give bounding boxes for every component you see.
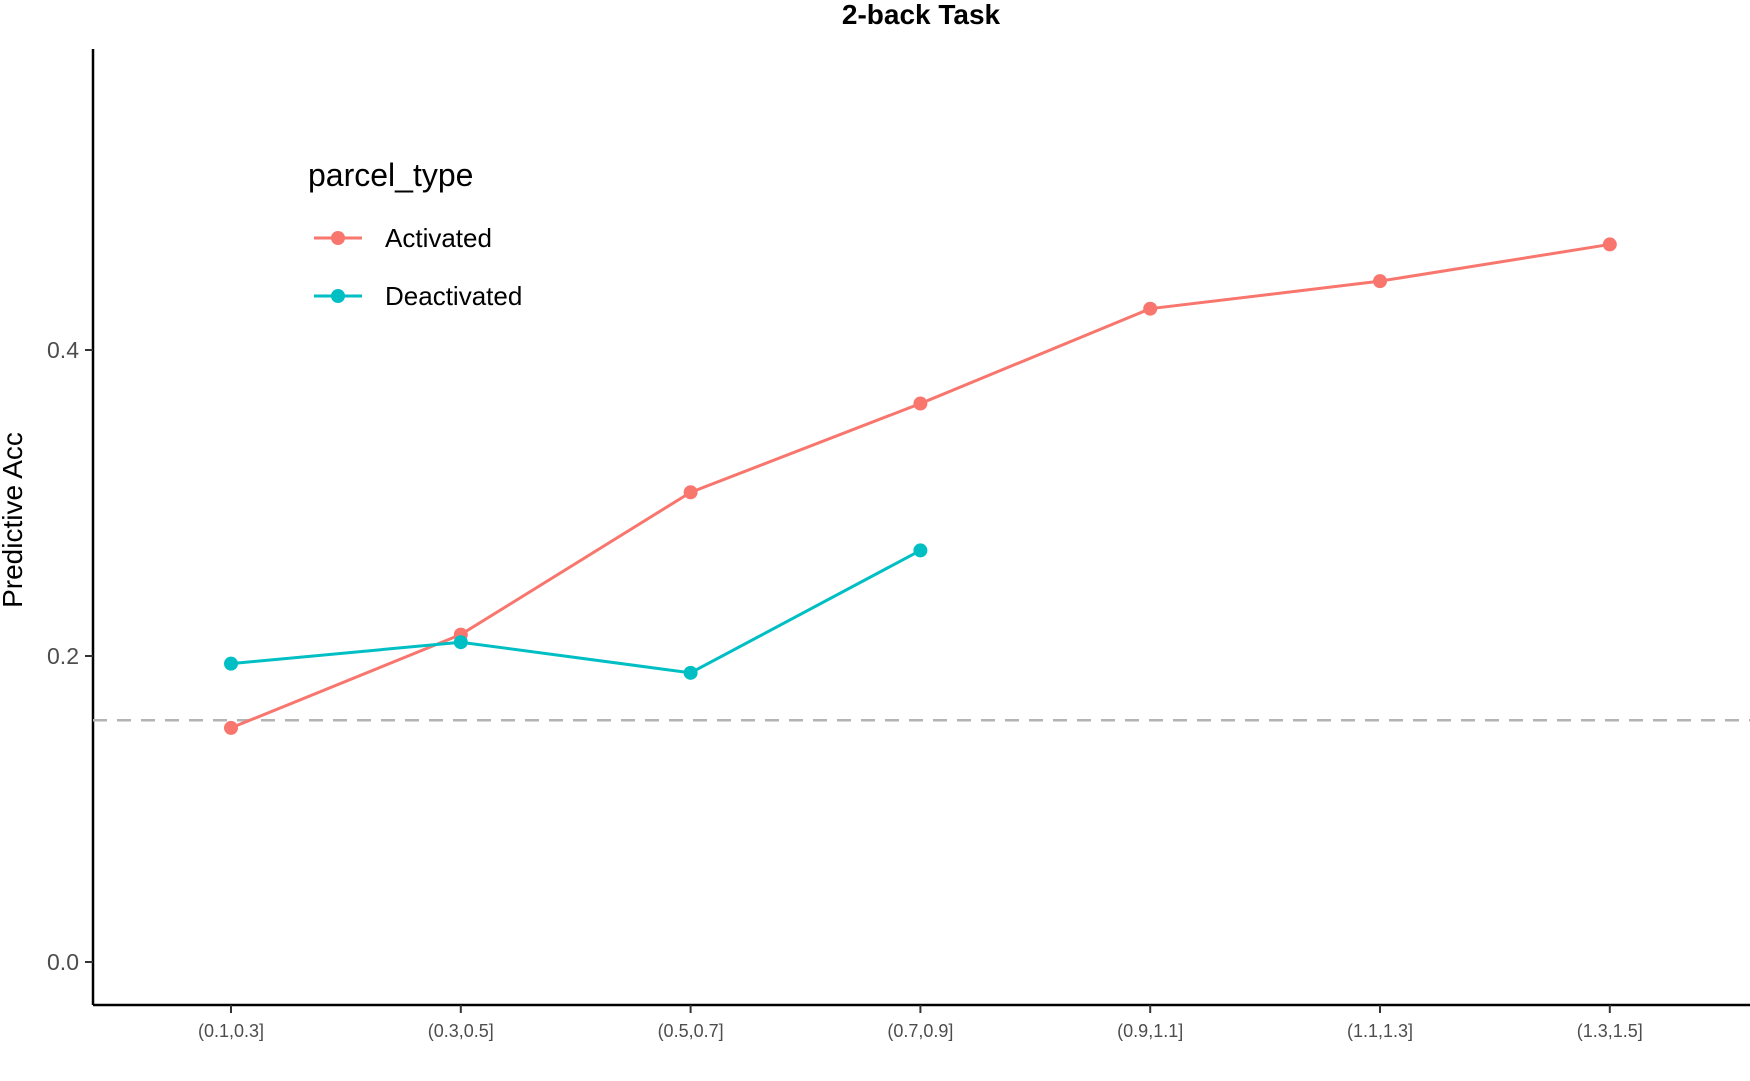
legend-title: parcel_type [308,157,473,193]
y-tick-label: 0.4 [47,337,79,363]
data-point-deactivated [683,665,698,680]
data-point-deactivated [913,543,928,558]
data-point-activated [1143,301,1158,316]
data-point-activated [913,396,928,411]
y-axis-label: Predictive Acc [0,432,28,608]
data-point-activated [683,485,698,500]
series-line-deactivated [230,549,922,675]
legend-label-activated: Activated [385,223,492,253]
series-group [224,237,1617,735]
x-tick-label: (0.3,0.5] [428,1021,494,1041]
legend: parcel_type Activated Deactivated [308,157,522,311]
legend-key-point [331,231,345,245]
legend-key-point [331,289,345,303]
data-point-deactivated [224,656,238,671]
y-tick-label: 0.0 [47,949,79,975]
legend-key-activated [314,231,362,245]
y-tick-label: 0.2 [47,643,79,669]
data-point-activated [1602,237,1617,252]
data-point-deactivated [453,635,468,650]
x-tick-label: (1.3,1.5] [1577,1021,1643,1041]
x-tick-label: (0.9,1.1] [1117,1021,1183,1041]
legend-label-deactivated: Deactivated [385,281,522,311]
x-tick-label: (1.1,1.3] [1347,1021,1413,1041]
series-line-activated [230,242,1611,730]
chart-title: 2-back Task [842,0,1001,30]
x-ticks: (0.1,0.3] (0.3,0.5] (0.5,0.7] (0.7,0.9] (0.9… [198,1005,1643,1041]
data-point-activated [1373,274,1387,289]
y-ticks: 0.0 0.2 0.4 [47,337,93,975]
data-point-activated [224,720,238,735]
x-tick-label: (0.5,0.7] [658,1021,724,1041]
x-tick-label: (0.7,0.9] [887,1021,953,1041]
legend-key-deactivated [314,289,362,303]
x-tick-label: (0.1,0.3] [198,1021,264,1041]
